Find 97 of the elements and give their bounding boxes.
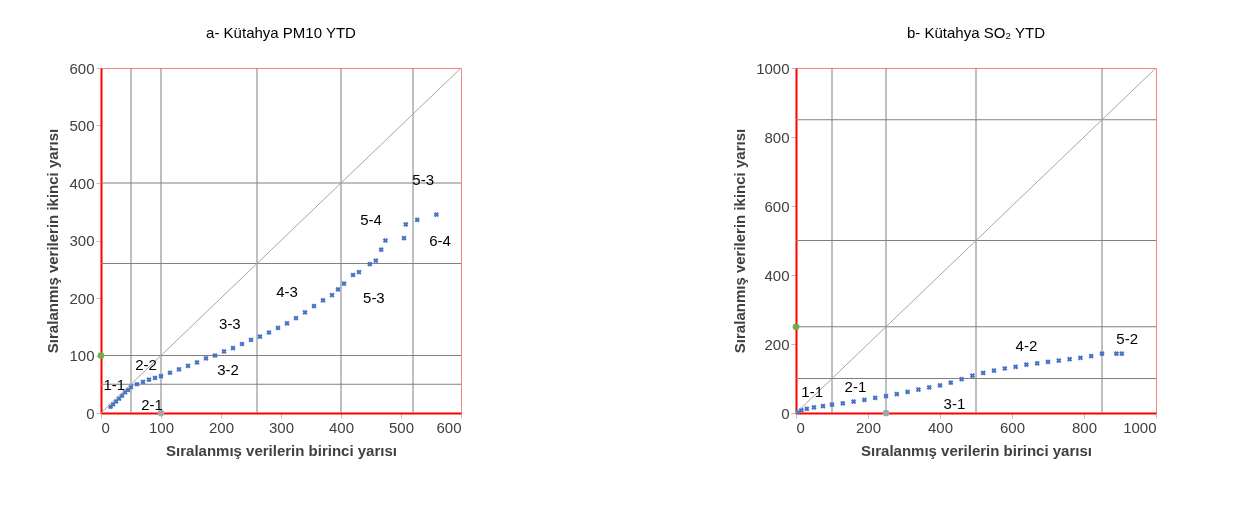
- point: [403, 221, 409, 228]
- point: [861, 397, 868, 403]
- annotation: 6-4: [429, 231, 451, 249]
- x-axis-title: Sıralanmış verilerin birinci yarısı: [861, 441, 1092, 459]
- point: [341, 281, 347, 287]
- point: [378, 247, 384, 253]
- annotation: 1-1: [801, 383, 824, 401]
- point: [1002, 365, 1008, 372]
- annotation: 4-2: [1015, 336, 1038, 354]
- point: [882, 409, 890, 417]
- point: [221, 348, 227, 355]
- x-tick-label: 1000: [1123, 418, 1157, 436]
- x-tick-label: 100: [148, 418, 175, 436]
- point: [937, 382, 943, 389]
- point: [367, 261, 373, 267]
- y-axis-title: Sıralanmış verilerin ikinci yarısı: [44, 128, 62, 354]
- x-tick-label: 600: [436, 418, 462, 436]
- x-tick-label: 300: [268, 418, 295, 436]
- point: [840, 400, 846, 406]
- point: [1077, 355, 1084, 361]
- point: [1113, 351, 1120, 357]
- point: [1119, 351, 1125, 357]
- x-tick-label: 600: [999, 418, 1026, 436]
- y-tick-label: 500: [69, 117, 95, 134]
- point: [382, 237, 389, 244]
- x-tick-label: 0: [796, 418, 805, 436]
- annotation: 1-1: [103, 376, 126, 394]
- x-tick-label: 200: [208, 418, 235, 436]
- point: [320, 297, 326, 303]
- point: [1056, 357, 1062, 364]
- y-tick-label: 1000: [756, 59, 790, 77]
- point: [792, 323, 800, 331]
- point: [948, 380, 954, 386]
- point: [872, 395, 878, 401]
- point: [811, 404, 817, 411]
- point: [1088, 353, 1094, 359]
- point: [335, 286, 341, 292]
- point: [958, 376, 965, 382]
- point: [146, 377, 152, 383]
- annotation: 4-3: [276, 283, 298, 301]
- point: [1099, 351, 1105, 357]
- y-tick-label: 200: [69, 289, 95, 307]
- y-tick-label: 600: [764, 197, 790, 215]
- point: [850, 399, 857, 405]
- point: [829, 402, 835, 408]
- annotation: 3-2: [217, 360, 239, 378]
- point: [194, 359, 200, 366]
- y-tick-label: 0: [781, 404, 790, 422]
- x-tick-label: 200: [855, 418, 882, 436]
- y-tick-label: 100: [69, 347, 95, 364]
- annotation: 5-3: [363, 289, 385, 307]
- annotation: 5-2: [1116, 329, 1139, 347]
- point: [212, 352, 218, 359]
- point: [414, 217, 420, 223]
- chart-title: b- Kütahya SO₂ YTD: [906, 24, 1046, 41]
- point: [804, 406, 810, 412]
- point: [991, 367, 997, 374]
- point: [302, 309, 308, 315]
- point: [1012, 364, 1019, 370]
- point: [157, 409, 165, 417]
- point: [969, 373, 976, 379]
- x-tick-label: 0: [101, 418, 110, 436]
- point: [1034, 360, 1040, 366]
- point: [257, 333, 263, 340]
- point: [1023, 362, 1030, 368]
- point: [926, 384, 932, 391]
- y-tick-label: 400: [764, 266, 790, 284]
- x-tick-label: 500: [388, 418, 415, 436]
- chart-title: a- Kütahya PM10 YTD: [206, 24, 357, 41]
- y-tick-label: 200: [764, 335, 790, 353]
- annotation: 2-1: [844, 378, 867, 396]
- y-tick-label: 800: [764, 128, 790, 146]
- point: [1066, 356, 1073, 362]
- y-tick-label: 600: [69, 59, 95, 77]
- point: [203, 355, 209, 361]
- annotation: 2-2: [135, 356, 157, 374]
- point: [266, 329, 272, 336]
- x-tick-label: 400: [328, 418, 355, 436]
- x-tick-label: 800: [1071, 418, 1098, 436]
- y-tick-label: 400: [69, 174, 95, 192]
- y-tick-label: 0: [86, 404, 95, 422]
- annotation: 5-3: [412, 171, 435, 189]
- point: [284, 320, 290, 326]
- point: [904, 389, 911, 395]
- annotation: 5-4: [360, 211, 382, 229]
- point: [97, 352, 105, 359]
- annotation: 3-3: [219, 314, 241, 332]
- y-axis-title: Sıralanmış verilerin ikinci yarısı: [731, 128, 749, 354]
- annotation: 3-1: [943, 395, 966, 413]
- point: [176, 366, 182, 372]
- point: [433, 212, 440, 218]
- y-tick-label: 300: [69, 232, 95, 249]
- point: [915, 386, 922, 393]
- x-tick-label: 400: [927, 418, 954, 436]
- annotation: 2-1: [141, 396, 163, 414]
- x-axis-title: Sıralanmış verilerin birinci yarısı: [166, 441, 397, 459]
- point: [373, 258, 379, 264]
